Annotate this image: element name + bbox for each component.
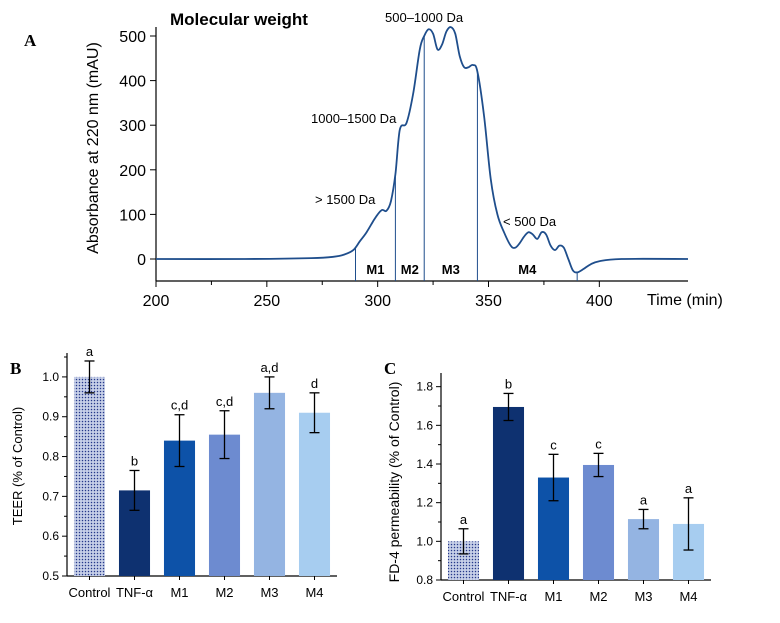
chart-b-y-tick-label: 0.5 [42, 569, 59, 583]
chart-a-ylabel: Absorbance at 220 nm (mAU) [85, 42, 102, 254]
chart-b-significance-letter: a [86, 344, 94, 359]
annotation-lt500: < 500 Da [503, 214, 557, 229]
chart-b-significance-letter: d [311, 376, 318, 391]
panel-label-b: B [10, 359, 21, 378]
chart-b-y-tick-label: 1.0 [42, 370, 59, 384]
chart-c-bar [582, 464, 615, 580]
chart-a-absorbance-line [155, 26, 689, 274]
chart-c-x-tick-label: TNF-α [490, 589, 528, 604]
chart-c-significance-letter: a [640, 492, 648, 507]
annotation-gt1500: > 1500 Da [315, 192, 376, 207]
panel-label-a: A [24, 31, 37, 50]
chart-c-y-tick-label: 1.0 [416, 534, 433, 548]
chart-c-y-tick-label: 1.8 [416, 380, 433, 394]
chart-b-x-tick-label: Control [69, 585, 111, 600]
chart-c-significance-letter: c [595, 436, 602, 451]
annotation-500-1000: 500–1000 Da [385, 10, 464, 25]
panel-label-c: C [384, 359, 396, 378]
chart-c-y-tick-label: 1.4 [416, 457, 433, 471]
chart-b-ylabel: TEER (% of Control) [10, 407, 25, 525]
chart-a-y-tick-label: 500 [119, 29, 146, 46]
chart-c-x-tick-label: M2 [589, 589, 607, 604]
chart-b-bar [298, 412, 331, 576]
chart-a-x-tick-label: 350 [475, 293, 502, 310]
chart-a-y-tick-label: 100 [119, 207, 146, 224]
chart-a-x-tick-label: 200 [143, 293, 170, 310]
chart-b-bar [73, 376, 106, 576]
chart-c-x-tick-label: M1 [544, 589, 562, 604]
chart-b-x-tick-label: M3 [260, 585, 278, 600]
chart-a-fraction-label: M2 [401, 262, 419, 277]
chart-c-x-tick-label: M4 [679, 589, 697, 604]
chart-b-y-tick-label: 0.6 [42, 529, 59, 543]
chart-b-significance-letter: b [131, 453, 138, 468]
chart-c-significance-letter: a [460, 512, 468, 527]
chart-b-bar [253, 392, 286, 576]
chart-c-y-tick-label: 0.8 [416, 573, 433, 587]
chart-b-y-tick-label: 0.8 [42, 450, 59, 464]
chart-a-fraction-label: M3 [442, 262, 460, 277]
chart-b-significance-letter: a,d [260, 360, 278, 375]
chart-a-xlabel: Time (min) [647, 292, 723, 309]
chart-c-significance-letter: b [505, 376, 512, 391]
chart-b-x-tick-label: TNF-α [116, 585, 154, 600]
annotation-1000-1500: 1000–1500 Da [311, 111, 397, 126]
chart-a-y-tick-label: 300 [119, 118, 146, 135]
chart-a-y-tick-label: 200 [119, 163, 146, 180]
chart-a-y-tick-label: 0 [137, 252, 146, 269]
chart-b-x-tick-label: M1 [170, 585, 188, 600]
chart-c-y-tick-label: 1.6 [416, 418, 433, 432]
chart-b-x-tick-label: M4 [305, 585, 323, 600]
chart-c-significance-letter: c [550, 437, 557, 452]
chart-c-significance-letter: a [685, 481, 693, 496]
chart-b-significance-letter: c,d [216, 394, 233, 409]
chart-b-y-tick-label: 0.7 [42, 489, 59, 503]
chart-b-x-tick-label: M2 [215, 585, 233, 600]
chart-a-title: Molecular weight [170, 10, 308, 29]
chart-c-bar [492, 406, 525, 580]
chart-c-ylabel: FD-4 permeability (% of Control) [386, 382, 402, 583]
chart-a-x-tick-label: 250 [253, 293, 280, 310]
chart-c-x-tick-label: Control [443, 589, 485, 604]
chart-b-y-tick-label: 0.9 [42, 410, 59, 424]
chart-a-y-tick-label: 400 [119, 74, 146, 91]
chart-a-fraction-label: M4 [518, 262, 537, 277]
chart-b-significance-letter: c,d [171, 398, 188, 413]
chart-a-x-tick-label: 400 [586, 293, 613, 310]
chart-c-y-tick-label: 1.2 [416, 496, 433, 510]
chart-a-x-tick-label: 300 [364, 293, 391, 310]
chart-c-x-tick-label: M3 [634, 589, 652, 604]
chart-a-fraction-label: M1 [366, 262, 384, 277]
